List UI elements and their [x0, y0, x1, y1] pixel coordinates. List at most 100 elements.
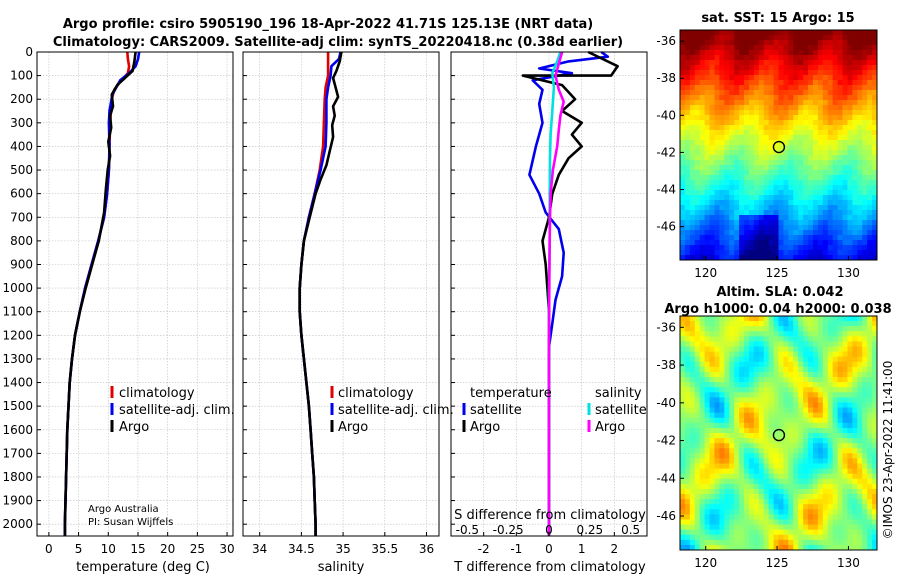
- y-tick-label: 1100: [2, 305, 33, 319]
- map-cell: [699, 190, 706, 196]
- map-cell: [704, 534, 710, 541]
- map-cell: [842, 150, 848, 156]
- map-cell: [684, 135, 691, 141]
- map-cell: [758, 220, 765, 226]
- map-cell: [714, 50, 720, 56]
- map-cell: [694, 185, 701, 191]
- map-cell: [837, 125, 843, 131]
- map-cell: [842, 524, 848, 531]
- map-cell: [812, 448, 819, 454]
- map-cell: [684, 95, 691, 101]
- map-cell: [758, 75, 765, 81]
- map-cell: [857, 195, 863, 201]
- map-cell: [739, 346, 745, 353]
- map-cell: [872, 316, 878, 322]
- map-cell: [744, 30, 750, 36]
- map-cell: [734, 326, 740, 332]
- map-cell: [689, 50, 696, 56]
- map-cell: [753, 220, 760, 226]
- y-tick-label: 1900: [2, 494, 33, 508]
- map-cell: [709, 240, 715, 246]
- map-cell: [758, 40, 765, 46]
- map-cell: [827, 170, 834, 176]
- map-cell: [793, 346, 799, 353]
- map-cell: [812, 145, 819, 151]
- map-cell: [778, 105, 784, 111]
- map-cell: [788, 240, 794, 246]
- map-cell: [729, 110, 735, 116]
- map-cell: [744, 433, 750, 439]
- map-cell: [763, 80, 770, 86]
- map-cell: [748, 494, 755, 500]
- map-y-tick-label: -38: [656, 71, 676, 85]
- map-cell: [817, 397, 824, 403]
- map-cell: [739, 40, 745, 46]
- map-cell: [724, 534, 730, 541]
- map-cell: [867, 371, 873, 378]
- map-cell: [773, 170, 779, 176]
- map-cell: [689, 427, 696, 434]
- map-cell: [793, 235, 799, 241]
- map-cell: [763, 417, 770, 424]
- map-cell: [847, 448, 853, 454]
- map-cell: [822, 215, 829, 221]
- map-cell: [704, 473, 710, 480]
- map-cell: [847, 427, 853, 434]
- map-cell: [842, 382, 848, 388]
- map-cell: [783, 50, 789, 56]
- map-cell: [724, 397, 730, 403]
- map-cell: [699, 488, 706, 495]
- map-cell: [793, 509, 799, 515]
- map-cell: [729, 140, 735, 146]
- map-cell: [857, 55, 863, 61]
- map-cell: [724, 80, 730, 86]
- map-cell: [817, 458, 824, 464]
- map-cell: [719, 351, 725, 358]
- map-cell: [783, 356, 789, 363]
- map-cell: [817, 80, 824, 86]
- map-cell: [704, 382, 710, 388]
- map-cell: [788, 140, 794, 146]
- map-cell: [773, 331, 779, 337]
- map-cell: [753, 145, 760, 151]
- map-cell: [714, 504, 720, 510]
- map-cell: [684, 180, 691, 186]
- map-cell: [689, 351, 696, 358]
- map-cell: [719, 494, 725, 500]
- map-cell: [699, 412, 706, 419]
- map-cell: [680, 488, 686, 495]
- map-cell: [837, 534, 843, 541]
- map-cell: [793, 195, 799, 201]
- map-cell: [812, 230, 819, 236]
- map-cell: [768, 509, 774, 515]
- map-cell: [684, 514, 691, 520]
- map-cell: [872, 514, 878, 520]
- map-cell: [680, 433, 686, 439]
- map-cell: [817, 346, 824, 353]
- map-cell: [827, 371, 834, 378]
- map-cell: [699, 433, 706, 439]
- map-cell: [684, 55, 691, 61]
- map-cell: [832, 371, 838, 378]
- map-cell: [753, 225, 760, 231]
- map-cell: [753, 346, 760, 353]
- map-cell: [694, 195, 701, 201]
- map-cell: [867, 529, 873, 536]
- map-cell: [827, 250, 834, 256]
- map-cell: [739, 443, 745, 449]
- map-cell: [704, 175, 710, 181]
- map-cell: [827, 230, 834, 236]
- map-cell: [842, 544, 848, 551]
- map-cell: [739, 417, 745, 424]
- map-cell: [867, 220, 873, 226]
- map-cell: [763, 361, 770, 368]
- map-cell: [803, 371, 809, 378]
- map-cell: [748, 473, 755, 480]
- map-cell: [689, 235, 696, 241]
- map-cell: [842, 407, 848, 414]
- map-cell: [793, 351, 799, 358]
- map-cell: [744, 371, 750, 378]
- map-cell: [680, 509, 686, 515]
- map-cell: [694, 514, 701, 520]
- map-cell: [783, 60, 789, 66]
